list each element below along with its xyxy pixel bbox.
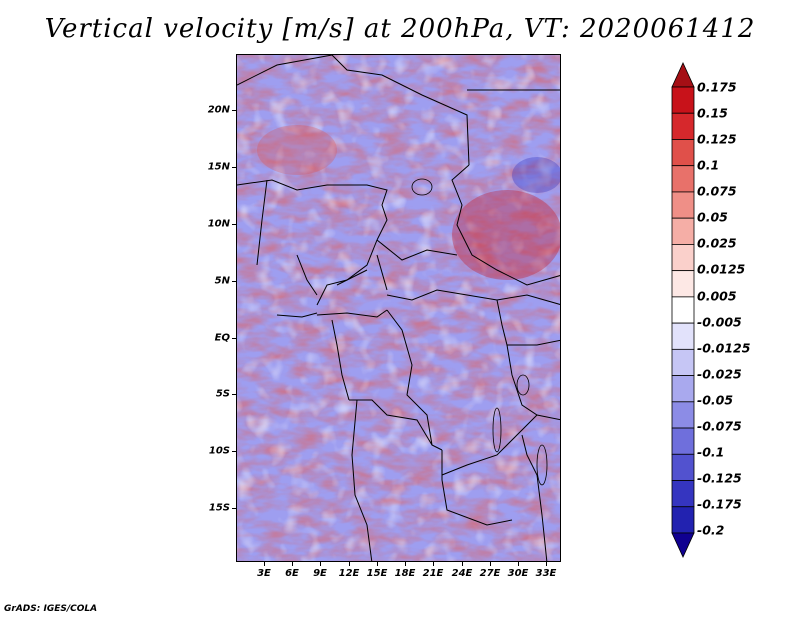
lon-label-33e: 33E <box>535 568 557 579</box>
lat-label-5n: 5N <box>214 275 230 287</box>
lon-tick <box>405 562 406 566</box>
lon-label-9e: 9E <box>313 568 327 579</box>
colorbar-segment <box>671 427 695 455</box>
lat-label-10n: 10N <box>207 218 230 230</box>
lon-tick <box>320 562 321 566</box>
lon-label-15e: 15E <box>366 568 388 579</box>
lon-label-3e: 3E <box>257 568 271 579</box>
colorbar-label: -0.2 <box>697 522 725 538</box>
map-title: Vertical velocity [m/s] at 200hPa, VT: 2… <box>44 14 756 44</box>
colorbar-segment <box>671 112 695 140</box>
lat-tick <box>232 394 236 395</box>
lat-tick <box>232 338 236 339</box>
lon-label-27e: 27E <box>479 568 501 579</box>
colorbar-segment <box>671 453 695 481</box>
lat-label-5s: 5S <box>215 388 230 400</box>
colorbar-segment <box>671 191 695 219</box>
lon-label-18e: 18E <box>394 568 416 579</box>
colorbar-segment <box>671 244 695 272</box>
colorbar-label: -0.05 <box>697 392 734 408</box>
colorbar-label: 0.175 <box>697 79 737 95</box>
colorbar-segment <box>671 139 695 167</box>
lon-tick <box>490 562 491 566</box>
lon-label-30e: 30E <box>507 568 529 579</box>
colorbar-label: -0.125 <box>697 470 742 486</box>
lon-label-12e: 12E <box>338 568 360 579</box>
vertical-velocity-map <box>236 54 561 562</box>
lat-tick <box>232 451 236 452</box>
colorbar-label: 0.005 <box>697 288 737 304</box>
colorbar-label: 0.125 <box>697 131 737 147</box>
lat-tick <box>232 224 236 225</box>
field-and-borders <box>237 55 560 561</box>
lat-label-eq: EQ <box>214 332 230 344</box>
colorbar-segment <box>671 322 695 350</box>
lon-label-6e: 6E <box>285 568 299 579</box>
colorbar-segment <box>671 348 695 376</box>
lon-tick <box>377 562 378 566</box>
lon-label-24e: 24E <box>451 568 473 579</box>
lon-tick <box>433 562 434 566</box>
colorbar-label: -0.0125 <box>697 340 751 356</box>
lat-label-15s: 15S <box>208 502 230 514</box>
colorbar-label: -0.175 <box>697 496 742 512</box>
colorbar-segment <box>671 217 695 245</box>
footer-credit: GrADS: IGES/COLA <box>4 604 98 614</box>
colorbar-label: -0.005 <box>697 314 742 330</box>
colorbar-segment <box>671 506 695 534</box>
colorbar <box>671 62 695 558</box>
lon-tick <box>292 562 293 566</box>
lat-tick <box>232 110 236 111</box>
lat-tick <box>232 281 236 282</box>
colorbar-label: -0.1 <box>697 444 725 460</box>
colorbar-label: 0.15 <box>697 105 728 121</box>
colorbar-segment <box>671 401 695 429</box>
colorbar-segment <box>671 62 695 88</box>
colorbar-label: 0.0125 <box>697 261 746 277</box>
colorbar-label: -0.025 <box>697 366 742 382</box>
colorbar-segment <box>671 165 695 193</box>
colorbar-segment <box>671 375 695 403</box>
lat-label-15n: 15N <box>207 161 230 173</box>
lon-tick <box>349 562 350 566</box>
lat-label-10s: 10S <box>208 445 230 457</box>
lon-label-21e: 21E <box>422 568 444 579</box>
colorbar-segment <box>671 532 695 558</box>
lon-tick <box>546 562 547 566</box>
lon-tick <box>518 562 519 566</box>
colorbar-label: 0.05 <box>697 209 728 225</box>
colorbar-segment <box>671 86 695 114</box>
colorbar-label: -0.075 <box>697 418 742 434</box>
colorbar-label: 0.025 <box>697 235 737 251</box>
colorbar-label: 0.1 <box>697 157 720 173</box>
lat-label-20n: 20N <box>207 104 230 116</box>
lon-tick <box>462 562 463 566</box>
colorbar-label: 0.075 <box>697 183 737 199</box>
colorbar-segment <box>671 270 695 298</box>
lat-tick <box>232 167 236 168</box>
colorbar-segment <box>671 480 695 508</box>
colorbar-segment <box>671 296 695 324</box>
lon-tick <box>264 562 265 566</box>
lat-tick <box>232 508 236 509</box>
